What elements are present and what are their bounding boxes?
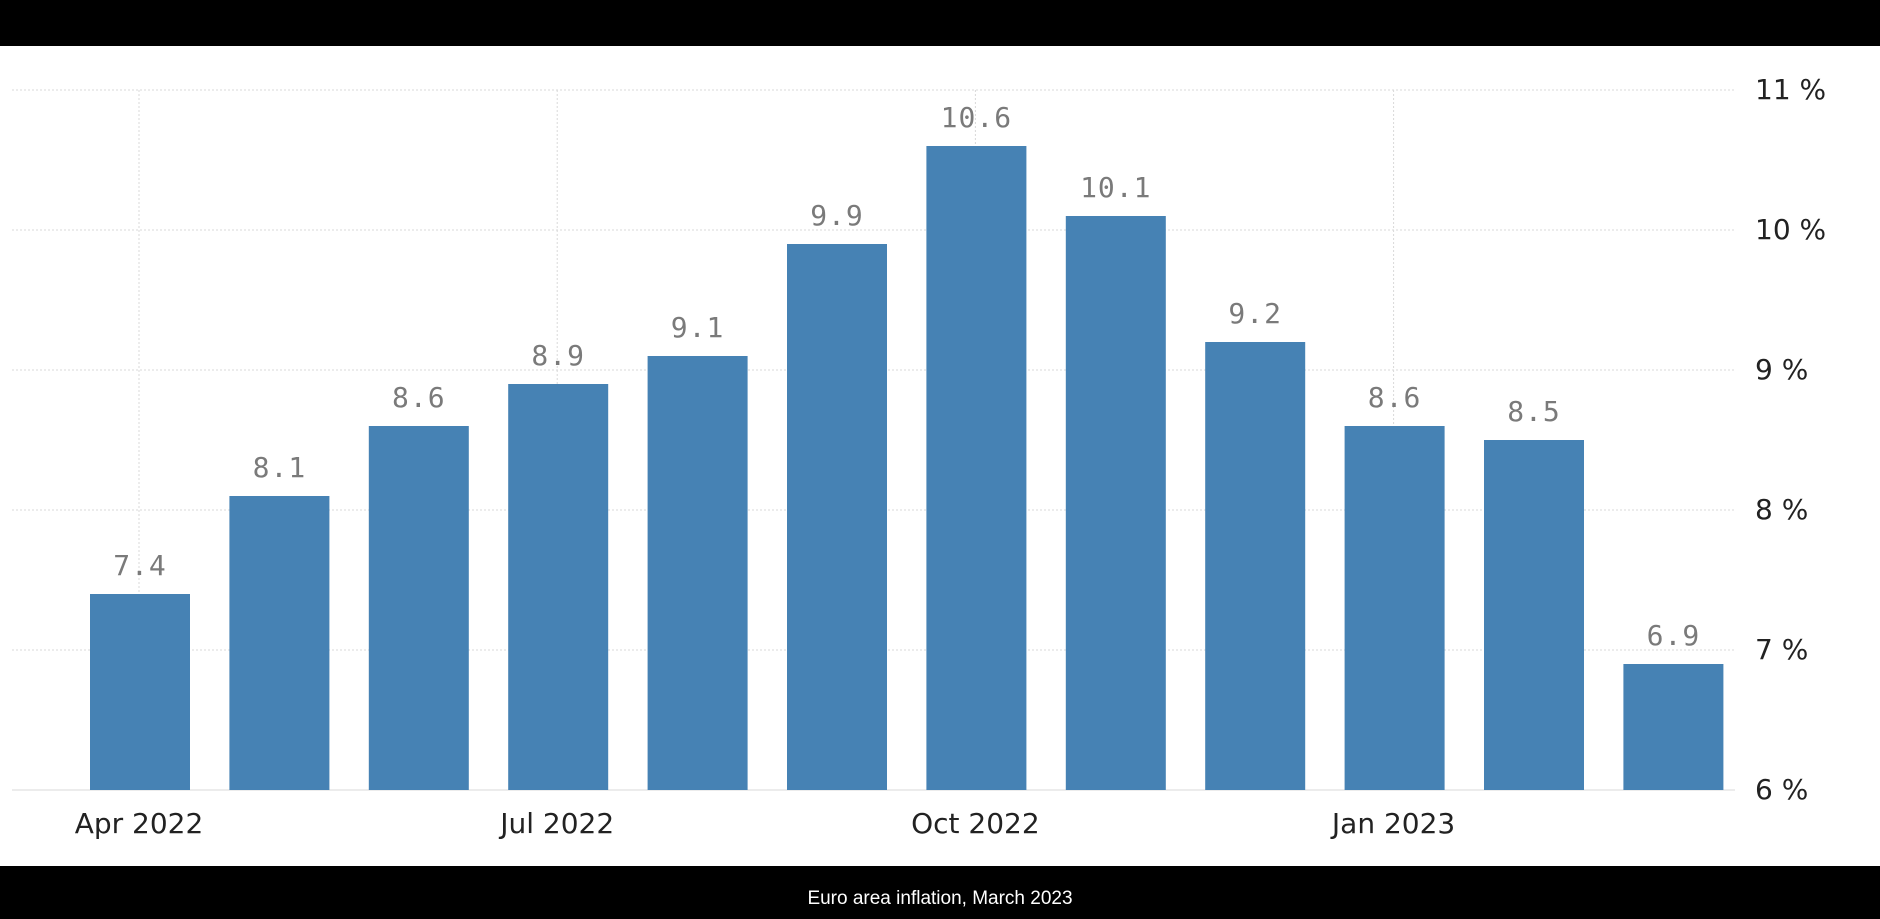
bar-may-2022 <box>229 496 330 790</box>
y-tick-label: 6 % <box>1755 773 1808 806</box>
bar-jun-2022 <box>368 426 469 790</box>
y-tick-label: 9 % <box>1755 353 1808 386</box>
value-label: 7.4 <box>113 549 167 582</box>
x-axis: Apr 2022 Jul 2022 Oct 2022 Jan 2023 <box>75 807 1456 840</box>
y-tick-label: 7 % <box>1755 633 1808 666</box>
y-tick-label: 10 % <box>1755 213 1826 246</box>
x-tick-label: Oct 2022 <box>911 807 1040 840</box>
value-label: 8.6 <box>392 381 446 414</box>
bars <box>90 146 1724 790</box>
value-labels: 7.4 8.1 8.6 8.9 9.1 9.9 10.6 10.1 9.2 8.6 8.5 6.9 <box>113 101 1701 652</box>
bar-nov-2022 <box>1065 216 1166 790</box>
bar-jan-2023 <box>1344 426 1445 790</box>
bar-feb-2023 <box>1484 440 1584 790</box>
value-label: 9.1 <box>671 311 725 344</box>
value-label: 9.2 <box>1228 297 1282 330</box>
value-label: 8.6 <box>1368 381 1422 414</box>
value-label: 6.9 <box>1647 619 1701 652</box>
bar-apr-2022 <box>90 594 190 790</box>
value-label: 10.1 <box>1080 171 1151 204</box>
y-tick-label: 11 % <box>1755 73 1826 106</box>
value-label: 8.5 <box>1507 395 1561 428</box>
y-axis: 6 % 7 % 8 % 9 % 10 % 11 % <box>1755 73 1826 806</box>
x-tick-label: Apr 2022 <box>75 807 204 840</box>
y-tick-label: 8 % <box>1755 493 1808 526</box>
x-tick-label: Jul 2022 <box>498 807 614 840</box>
bar-jul-2022 <box>508 384 609 790</box>
bar-aug-2022 <box>647 356 748 790</box>
bar-mar-2023 <box>1623 664 1724 790</box>
value-label: 10.6 <box>941 101 1012 134</box>
x-tick-label: Jan 2023 <box>1330 807 1455 840</box>
chart-panel: 7.4 8.1 8.6 8.9 9.1 9.9 10.6 10.1 9.2 8.6 8.5 6.9 6… <box>0 46 1880 866</box>
value-label: 8.1 <box>253 451 307 484</box>
inflation-bar-chart: 7.4 8.1 8.6 8.9 9.1 9.9 10.6 10.1 9.2 8.6 8.5 6.9 6… <box>12 73 1826 840</box>
bar-oct-2022 <box>926 146 1027 790</box>
bar-sep-2022 <box>787 244 887 790</box>
value-label: 9.9 <box>810 199 864 232</box>
figure-caption: Euro area inflation, March 2023 <box>807 888 1073 909</box>
bar-dec-2022 <box>1205 342 1306 790</box>
value-label: 8.9 <box>531 339 585 372</box>
